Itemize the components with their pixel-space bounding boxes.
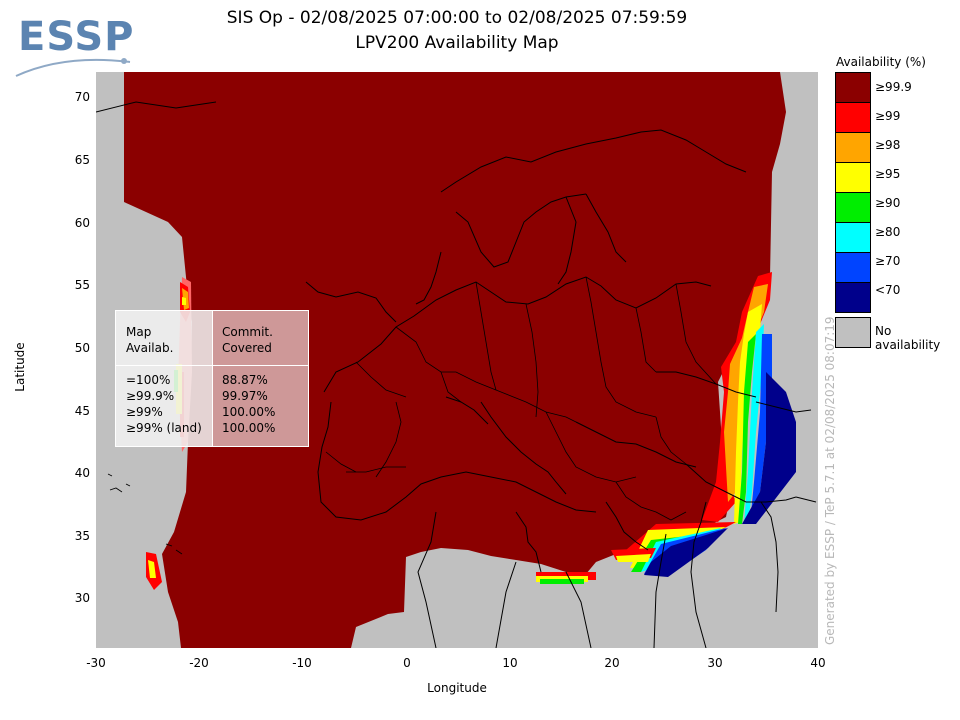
stats-header-map-availability: Map Availab. bbox=[126, 325, 174, 355]
y-tick: 45 bbox=[74, 404, 90, 418]
availability-stats-box: Map Availab. Commit. Covered =100% ≥99.9… bbox=[115, 310, 309, 447]
legend-label: ≥98 bbox=[875, 138, 901, 152]
y-axis-label: Latitude bbox=[13, 342, 27, 392]
legend-label: ≥95 bbox=[875, 167, 901, 181]
y-tick: 40 bbox=[74, 466, 90, 480]
legend-label: ≥80 bbox=[875, 225, 901, 239]
legend-swatch bbox=[836, 163, 870, 193]
x-tick: 30 bbox=[707, 656, 723, 670]
availability-region-high bbox=[124, 72, 786, 648]
stats-values: 88.87% 99.97% 100.00% 100.00% bbox=[222, 373, 276, 435]
x-tick: 40 bbox=[810, 656, 826, 670]
logo-text: ESSP bbox=[18, 14, 135, 60]
legend-label: ≥70 bbox=[875, 254, 901, 268]
legend-label: <70 bbox=[875, 283, 901, 297]
map-subtitle: LPV200 Availability Map bbox=[355, 33, 559, 53]
y-tick: 35 bbox=[74, 529, 90, 543]
x-tick: -30 bbox=[86, 656, 106, 670]
legend-swatch bbox=[836, 253, 870, 283]
y-tick: 30 bbox=[74, 591, 90, 605]
legend-colorbar bbox=[835, 72, 871, 313]
y-tick: 55 bbox=[74, 278, 90, 292]
legend-swatch bbox=[836, 73, 870, 103]
y-tick: 70 bbox=[74, 90, 90, 104]
y-tick: 65 bbox=[74, 153, 90, 167]
y-tick: 60 bbox=[74, 216, 90, 230]
x-tick: 20 bbox=[604, 656, 620, 670]
x-tick: 0 bbox=[403, 656, 411, 670]
x-tick: -10 bbox=[292, 656, 312, 670]
legend-swatch bbox=[836, 193, 870, 223]
legend-swatch bbox=[836, 133, 870, 163]
essp-logo bbox=[15, 58, 131, 77]
stats-header-commit-covered: Commit. Covered bbox=[222, 325, 273, 355]
x-tick: -20 bbox=[189, 656, 209, 670]
legend-no-availability-swatch bbox=[835, 317, 871, 348]
coastlines bbox=[96, 101, 817, 648]
x-axis-label: Longitude bbox=[427, 681, 487, 695]
legend-no-availability-label: No availability bbox=[875, 324, 941, 352]
stats-thresholds: =100% ≥99.9% ≥99% ≥99% (land) bbox=[126, 373, 202, 435]
legend-label: ≥99.9 bbox=[875, 80, 912, 94]
legend-swatch bbox=[836, 223, 870, 253]
legend-label: ≥90 bbox=[875, 196, 901, 210]
generated-by-credit: Generated by ESSP / TeP 5.7.1 at 02/08/2… bbox=[823, 316, 837, 645]
legend-title: Availability (%) bbox=[836, 55, 926, 69]
legend-swatch bbox=[836, 283, 870, 312]
legend-label: ≥99 bbox=[875, 109, 901, 123]
x-tick: 10 bbox=[502, 656, 518, 670]
y-tick: 50 bbox=[74, 341, 90, 355]
national-borders bbox=[325, 276, 717, 521]
map-title: SIS Op - 02/08/2025 07:00:00 to 02/08/20… bbox=[226, 8, 688, 28]
legend-swatch bbox=[836, 103, 870, 133]
